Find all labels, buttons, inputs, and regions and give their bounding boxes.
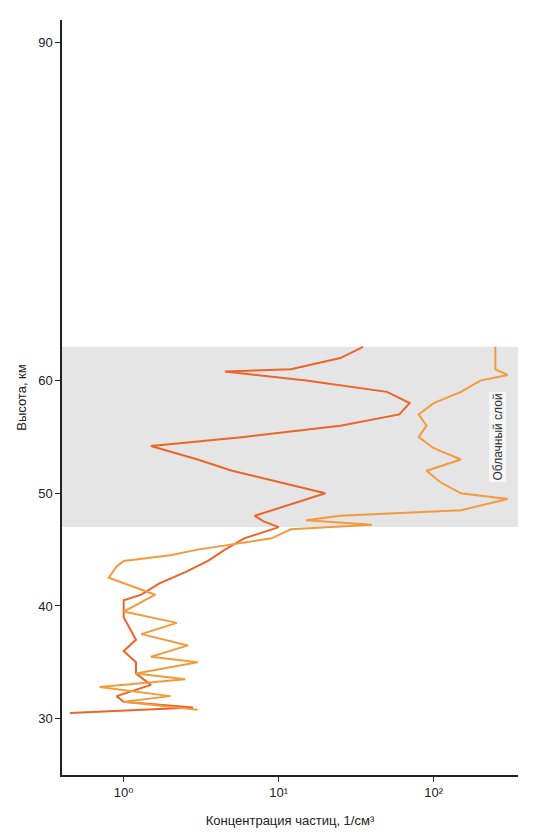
svg-text:Концентрация частиц, 1/см³: Концентрация частиц, 1/см³ xyxy=(206,813,375,828)
svg-text:10¹: 10¹ xyxy=(269,785,288,800)
svg-text:Высота, км: Высота, км xyxy=(14,364,29,431)
svg-text:50: 50 xyxy=(38,486,52,501)
svg-text:10²: 10² xyxy=(424,785,443,800)
svg-text:30: 30 xyxy=(38,711,52,726)
svg-text:Облачный слой: Облачный слой xyxy=(491,393,505,480)
svg-text:40: 40 xyxy=(38,599,52,614)
svg-text:10⁰: 10⁰ xyxy=(114,785,134,800)
svg-text:60: 60 xyxy=(38,373,52,388)
svg-text:90: 90 xyxy=(38,35,52,50)
